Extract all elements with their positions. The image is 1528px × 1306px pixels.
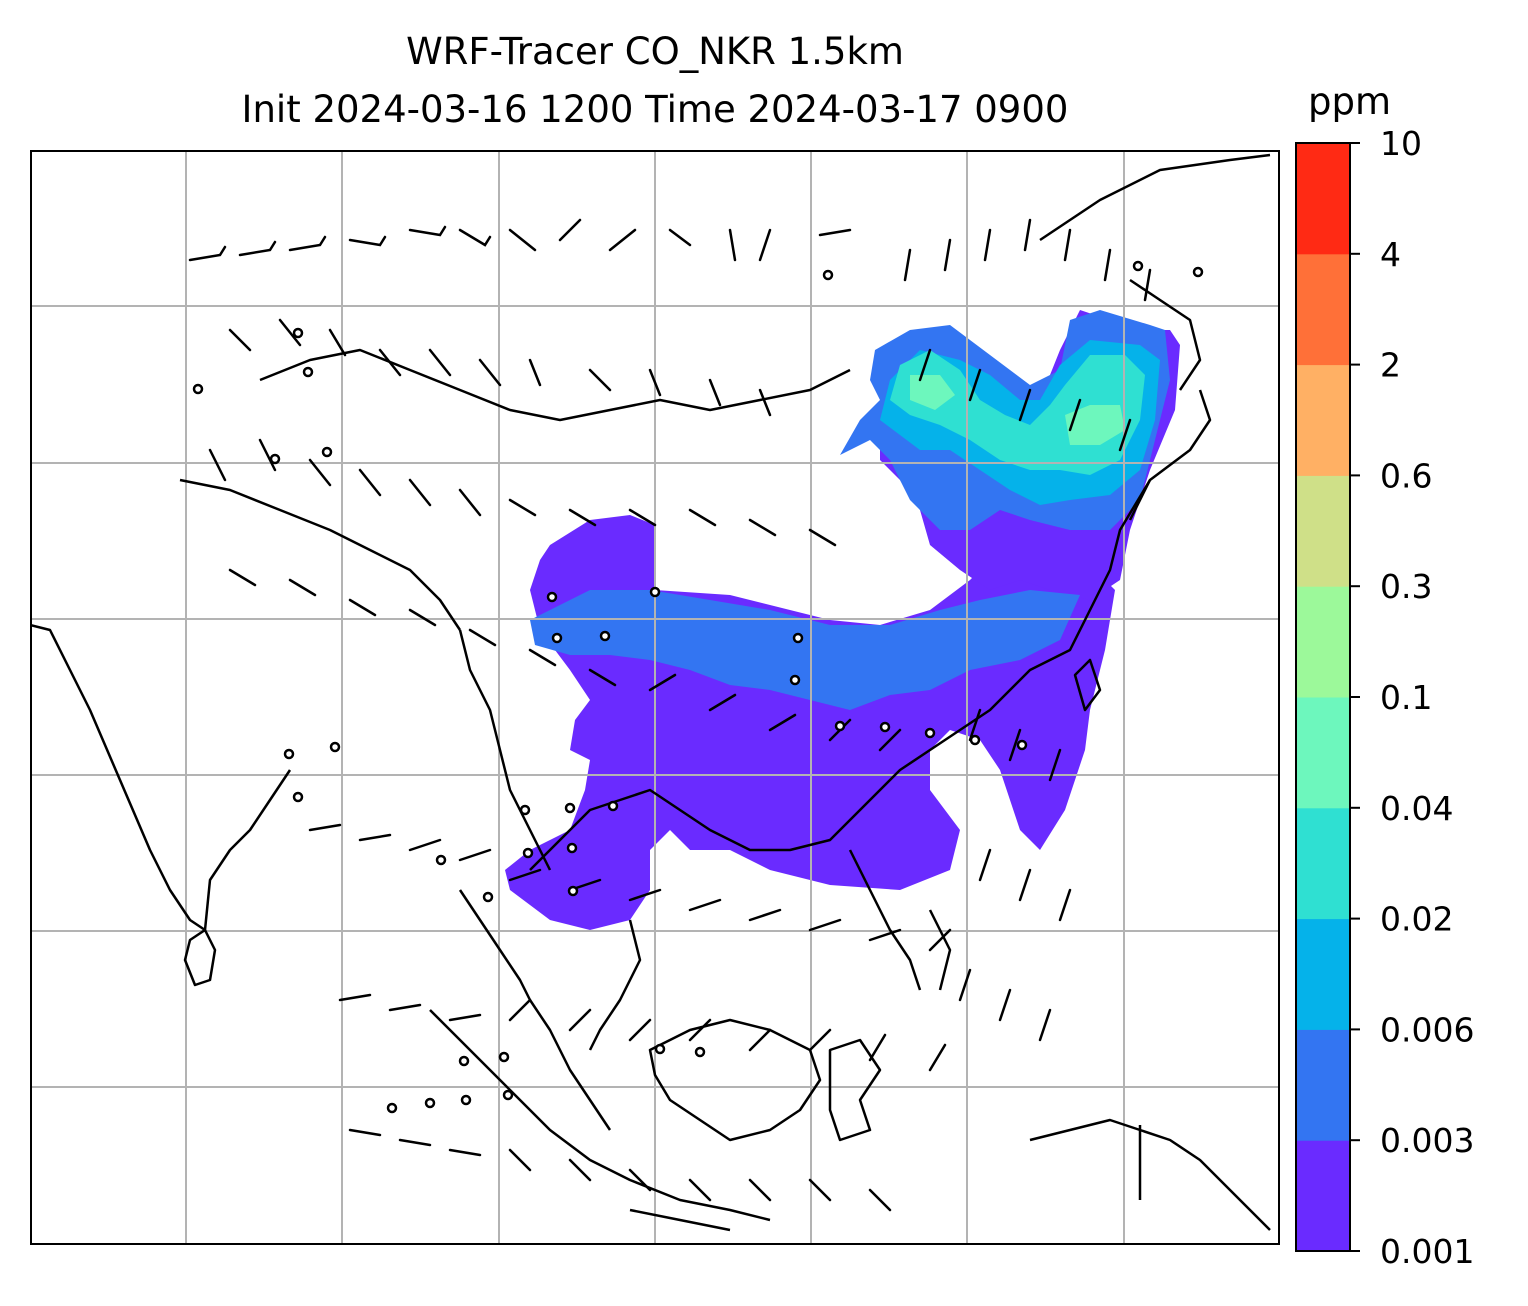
colorbar-tick-label: 0.04 [1380, 789, 1453, 828]
coast-sumatra-java [429, 1009, 771, 1232]
border-indochina [458, 629, 552, 871]
colorbar-tick-label: 0.003 [1380, 1121, 1474, 1160]
colorbar-tick-label: 0.001 [1380, 1232, 1474, 1271]
border-china-mongolia [259, 348, 851, 422]
colorbar-segment [1296, 364, 1350, 476]
colorbar-tick-label: 0.3 [1380, 567, 1432, 606]
coast-taiwan [1073, 658, 1102, 712]
map-frame [30, 150, 1280, 1245]
colorbar-segment [1296, 1029, 1350, 1141]
colorbar-tick-label: 10 [1380, 124, 1422, 163]
colorbar-tick-label: 0.6 [1380, 456, 1432, 495]
map-panel [30, 150, 1280, 1245]
colorbar-tick-label: 2 [1380, 346, 1401, 385]
colorbar: 0.001 0.003 0.006 0.02 0.04 0.1 0.3 0.6 2 4 10 [1295, 124, 1474, 1271]
colorbar-segment [1296, 697, 1350, 809]
colorbar-segment [1296, 807, 1350, 920]
colorbar-segment [1296, 586, 1350, 698]
wind-barbs [188, 218, 1152, 1212]
coast-philippines [848, 849, 952, 991]
colorbar-tick-label: 0.02 [1380, 900, 1453, 939]
coast-sulawesi [828, 1038, 882, 1142]
coast-borneo [648, 1018, 822, 1142]
colorbar-unit: ppm [1308, 80, 1392, 123]
coast-sri-lanka [183, 928, 217, 987]
colorbar-fills [1296, 143, 1350, 1252]
coast-india [30, 623, 292, 932]
chart-title-line2: Init 2024-03-16 1200 Time 2024-03-17 090… [241, 88, 1069, 131]
colorbar-segment [1296, 918, 1350, 1030]
coastlines [30, 153, 1271, 1232]
border-himalaya [179, 478, 462, 631]
station-markers [192, 260, 1204, 1114]
coast-china-east [529, 479, 1152, 871]
colorbar-tick-label: 0.1 [1380, 678, 1432, 717]
colorbar-segment [1296, 1140, 1350, 1252]
grid-lines [30, 150, 1280, 1245]
coast-new-guinea [1029, 1118, 1271, 1231]
colorbar-tick-label: 0.006 [1380, 1010, 1474, 1049]
colorbar-segment [1296, 143, 1350, 255]
colorbar-segment [1296, 475, 1350, 587]
chart-title-line1: WRF-Tracer CO_NKR 1.5km [406, 30, 904, 73]
colorbar-segment [1296, 253, 1350, 366]
colorbar-ticks: 0.001 0.003 0.006 0.02 0.04 0.1 0.3 0.6 2 4 10 [1350, 124, 1474, 1271]
colorbar-tick-label: 4 [1380, 235, 1401, 274]
